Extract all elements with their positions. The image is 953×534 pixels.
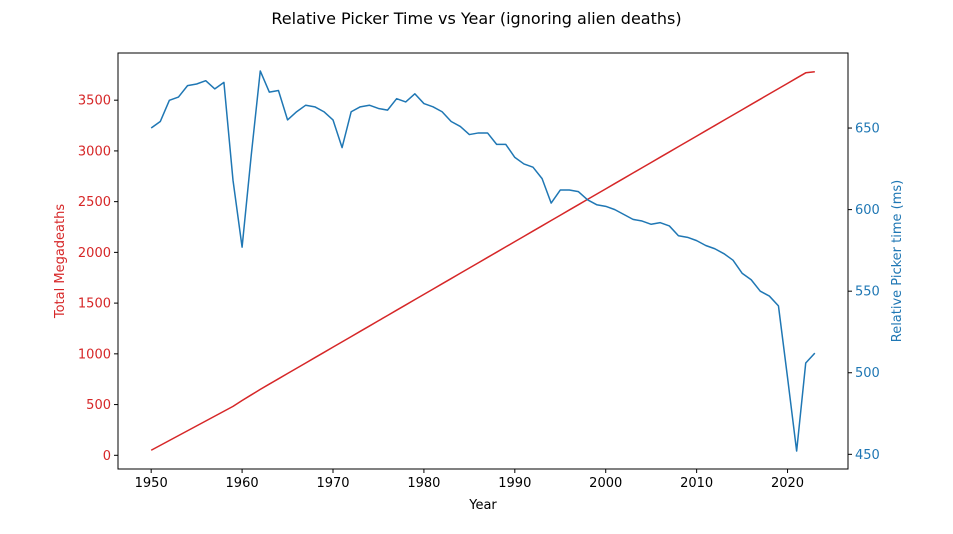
x-tick-label: 1980 <box>407 476 440 491</box>
right-y-axis-label: Relative Picker time (ms) <box>890 180 905 343</box>
x-axis-label: Year <box>468 498 497 513</box>
x-tick-label: 2020 <box>771 476 804 491</box>
left-y-axis: 0 500 1000 1500 2000 2500 3000 3500 <box>78 94 118 464</box>
left-y-tick-label: 1000 <box>78 347 111 362</box>
right-y-tick-label: 650 <box>855 122 880 137</box>
left-y-axis-label: Total Megadeaths <box>53 204 68 319</box>
chart-title: Relative Picker Time vs Year (ignoring a… <box>271 9 681 28</box>
x-tick-label: 1970 <box>316 476 349 491</box>
x-tick-label: 1950 <box>135 476 168 491</box>
right-y-tick-label: 550 <box>855 285 880 300</box>
left-y-tick-label: 0 <box>103 449 111 464</box>
x-tick-label: 2000 <box>589 476 622 491</box>
left-y-tick-label: 3000 <box>78 144 111 159</box>
plot-area <box>117 52 849 470</box>
total-megadeaths-line <box>150 71 815 451</box>
left-y-tick-label: 500 <box>86 398 111 413</box>
right-y-tick-label: 500 <box>855 366 880 381</box>
x-axis: 1950 1960 1970 1980 1990 2000 2010 2020 <box>135 469 804 491</box>
left-y-tick-label: 1500 <box>78 297 111 312</box>
left-y-tick-label: 3500 <box>78 94 111 109</box>
x-tick-label: 1960 <box>226 476 259 491</box>
left-y-tick-label: 2000 <box>78 246 111 261</box>
relative-picker-time-line <box>150 70 816 452</box>
x-tick-label: 2010 <box>680 476 713 491</box>
x-tick-label: 1990 <box>498 476 531 491</box>
left-y-tick-label: 2500 <box>78 195 111 210</box>
right-y-axis: 450 500 550 600 650 <box>848 122 880 463</box>
right-y-tick-label: 450 <box>855 448 880 463</box>
right-y-tick-label: 600 <box>855 203 880 218</box>
